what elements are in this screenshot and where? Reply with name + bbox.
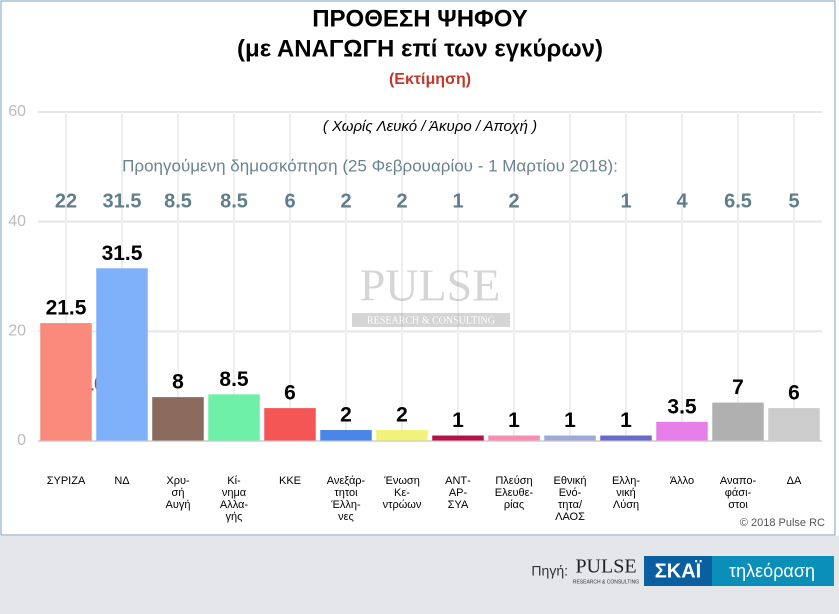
x-tick-label: ΑΝΤ-ΑΡ-ΣΥΑ: [445, 475, 471, 511]
x-tick-label: ΝΔ: [114, 475, 130, 487]
bar: [488, 435, 540, 441]
source-logo-sub: RESEARCH & CONSULTING: [573, 579, 639, 585]
estimate: (Εκτίμηση): [389, 71, 471, 88]
previous-label: Προηγούμενη δημοσκόπηση (25 Φεβρουαρίου …: [122, 156, 618, 175]
bar: [208, 394, 260, 441]
data-label: 3.5: [667, 395, 697, 418]
y-tick-label: 0: [17, 432, 26, 449]
x-tick-label: Εθνική Ενό-τητα/ΛΑΟΣ: [553, 475, 586, 523]
data-label: 6: [788, 382, 800, 405]
previous-value: 6: [284, 190, 295, 212]
previous-value: 8.5: [164, 190, 192, 212]
bar: [432, 435, 484, 441]
previous-value: 22: [55, 190, 77, 212]
previous-value: 4: [676, 190, 688, 212]
tv-logo-bg-left: [644, 556, 712, 586]
previous-value: 2: [340, 190, 351, 212]
y-tick-label: 60: [8, 103, 26, 120]
x-tick-label: Πλεύση Ελευθε-ρίας: [495, 475, 534, 511]
data-label: 7: [732, 376, 744, 399]
bar: [152, 397, 204, 441]
previous-value: 6.5: [724, 190, 752, 212]
data-label: 1: [452, 409, 464, 432]
x-tick-label: Ελλη-νική Λύση: [612, 475, 640, 511]
data-label: 1: [620, 409, 632, 432]
data-label: 1: [508, 409, 520, 432]
data-label: 8: [172, 371, 184, 394]
tv-logo: ΣΚΑΪ: [655, 559, 702, 582]
watermark-text: PULSE: [360, 260, 501, 311]
chart-title: ΠΡΟΘΕΣΗ ΨΗΦΟΥ: [312, 5, 528, 32]
data-label: 21.5: [46, 297, 87, 320]
x-tick-label: ΚΚΕ: [279, 475, 301, 487]
x-tick-label: Κί-νημα Αλλα-γής: [220, 475, 249, 523]
source-label: Πηγή:: [531, 563, 568, 579]
bar: [376, 430, 428, 441]
source-logo: PULSE: [575, 556, 636, 578]
previous-value: 8.5: [220, 190, 248, 212]
watermark-sub: RESEARCH & CONSULTING: [367, 315, 495, 326]
previous-value: 2: [396, 190, 407, 212]
bar: [712, 402, 764, 441]
data-label: 1: [564, 409, 576, 432]
x-tick-label: Χρυ-σή Αυγή: [166, 475, 191, 511]
bar: [656, 421, 708, 441]
tv-logo-sub: τηλεόραση: [729, 561, 815, 581]
x-tick-label: ΣΥΡΙΖΑ: [47, 475, 86, 487]
previous-value: 5: [788, 190, 799, 212]
x-tick-label: Ανεξάρ-τητοι Έλλη-νες: [327, 475, 366, 523]
previous-value: 1: [620, 190, 631, 212]
bar: [600, 435, 652, 441]
copyright: © 2018 Pulse RC: [740, 517, 825, 529]
previous-value: 1: [452, 190, 463, 212]
watermark-band: [352, 313, 510, 327]
y-tick-label: 40: [8, 213, 26, 230]
x-tick-label: Άλλο: [670, 475, 694, 487]
data-label: 2: [340, 404, 352, 427]
data-label: 31.5: [102, 242, 143, 265]
watermark: PULSE RESEARCH & CONSULTING: [352, 260, 510, 327]
bar: [264, 408, 316, 441]
previous-value: 31.5: [103, 190, 142, 212]
chart-subtitle: (με ΑΝΑΓΩΓΗ επί των εγκύρων): [237, 35, 603, 62]
data-label: 6: [284, 382, 296, 405]
bar: [768, 408, 820, 441]
previous-value: 2: [508, 190, 519, 212]
bar: [40, 323, 92, 441]
x-tick-label: Ένωση Κε-ντρώων: [383, 475, 422, 511]
y-tick-label: 20: [8, 323, 26, 340]
bar: [544, 435, 596, 441]
frame: [0, 0, 836, 536]
data-label: 2: [396, 404, 408, 427]
bar: [96, 268, 148, 441]
note: ( Χωρίς Λευκό / Άκυρο / Αποχή ): [323, 118, 537, 135]
bar: [320, 430, 372, 441]
x-tick-label: ΔΑ: [787, 475, 802, 487]
x-tick-label: Αναπο-φάσι-στοι: [720, 475, 757, 511]
data-label: 8.5: [219, 368, 249, 391]
